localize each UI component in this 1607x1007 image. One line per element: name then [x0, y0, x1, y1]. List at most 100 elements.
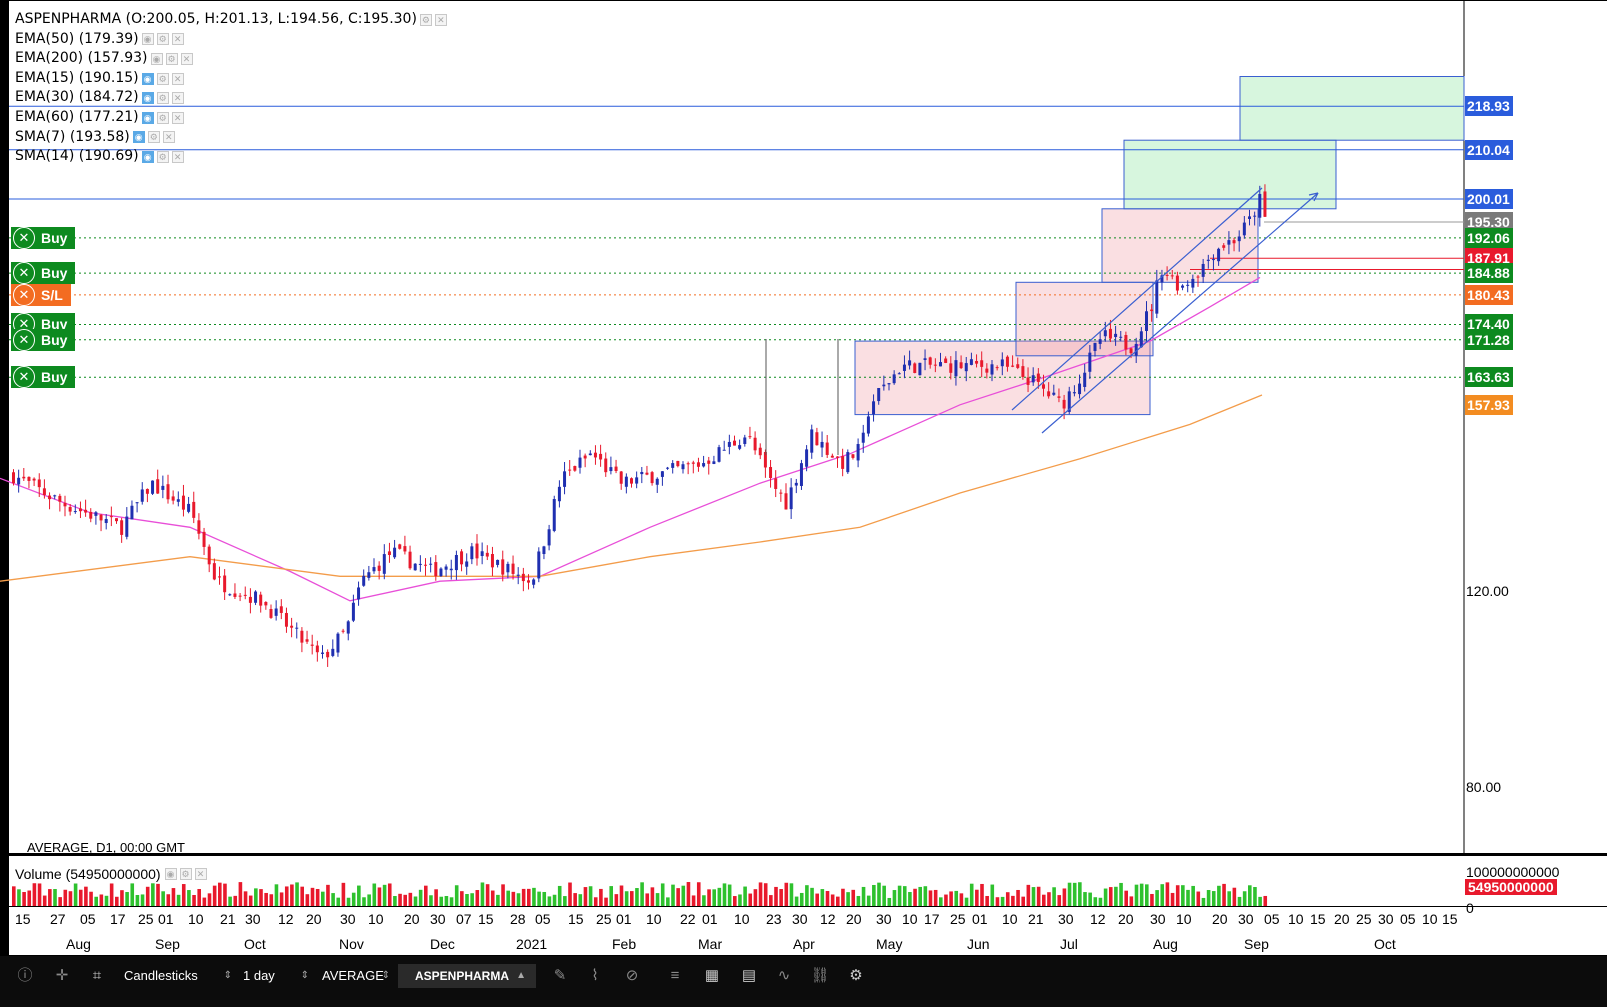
close-icon[interactable]: ✕: [171, 33, 184, 46]
volume-bar: [604, 897, 608, 906]
fibonacci-icon[interactable]: ≡: [670, 967, 680, 984]
close-icon[interactable]: ✕: [171, 72, 184, 85]
x-tick-label: 21: [1028, 911, 1044, 927]
info-icon[interactable]: ⓘ: [17, 967, 33, 984]
buy-order-button[interactable]: ✕ Buy: [11, 328, 76, 351]
volume-bar: [58, 897, 62, 906]
volume-bar: [63, 889, 68, 906]
settings-icon[interactable]: ⚙: [419, 13, 432, 26]
eye-icon[interactable]: ◉: [164, 868, 177, 880]
symbol-select[interactable]: ASPENPHARMA ▲: [398, 964, 536, 988]
candle-body: [511, 563, 515, 574]
timeframe-select[interactable]: 1 day ⇕: [243, 964, 311, 988]
candle-body: [856, 444, 860, 461]
templates-icon[interactable]: ▤: [741, 967, 757, 984]
zone-box: [1123, 139, 1337, 210]
candle-body: [995, 367, 999, 369]
volume-bar: [53, 889, 57, 906]
volume-bar: [264, 892, 268, 906]
volume-bar: [897, 885, 902, 906]
settings-icon[interactable]: ⚙: [179, 868, 192, 880]
link-icon[interactable]: ⛓: [810, 967, 830, 984]
close-icon[interactable]: ✕: [171, 111, 184, 124]
candle-body: [449, 568, 453, 571]
eye-icon[interactable]: ◉: [150, 52, 163, 65]
moving-averages: [0, 276, 1263, 602]
eye-icon[interactable]: ◉: [141, 150, 154, 163]
close-icon[interactable]: ✕: [162, 131, 175, 144]
candle-body: [140, 489, 144, 502]
price-label: 195.30: [1465, 212, 1513, 233]
volume-bar: [207, 893, 212, 906]
stop-loss-order-button[interactable]: ✕ S/L: [11, 283, 71, 306]
eye-icon[interactable]: ◉: [141, 111, 154, 124]
volume-bar: [722, 883, 727, 906]
account-label: AVERAGE: [322, 968, 384, 983]
volume-bar: [666, 897, 670, 906]
volume-bar: [516, 893, 521, 906]
settings-icon[interactable]: ⚙: [156, 92, 169, 105]
eye-icon[interactable]: ◉: [132, 131, 145, 144]
close-icon[interactable]: ✕: [194, 868, 207, 880]
close-icon[interactable]: ✕: [434, 13, 447, 26]
crop-icon[interactable]: ⌗: [92, 967, 102, 984]
close-icon[interactable]: ✕: [171, 150, 184, 163]
brush-icon[interactable]: ⌇: [591, 967, 599, 984]
candle-body: [908, 360, 912, 366]
buy-order-button[interactable]: ✕ Buy: [11, 262, 76, 285]
buy-order-button[interactable]: ✕ Buy: [11, 366, 76, 389]
candle-body: [465, 561, 469, 567]
settings-icon[interactable]: ⚙: [156, 150, 169, 163]
crosshair-icon[interactable]: ✛: [55, 967, 69, 984]
account-select[interactable]: AVERAGE ⇕: [322, 964, 392, 988]
volume-bar: [717, 887, 722, 906]
candle-body: [37, 479, 41, 488]
close-icon[interactable]: ✕: [13, 262, 35, 285]
settings-icon[interactable]: ⚙: [165, 52, 178, 65]
x-tick-label: 30: [792, 911, 808, 927]
settings-icon[interactable]: ⚙: [147, 131, 160, 144]
grid-icon[interactable]: ▦: [704, 967, 720, 984]
gear-icon[interactable]: ⚙: [849, 967, 863, 984]
candle-body: [949, 363, 953, 373]
x-tick-label: 15: [478, 911, 494, 927]
candle-body: [357, 587, 361, 600]
candle-body: [161, 485, 165, 490]
volume-current-label: 54950000000: [1465, 879, 1557, 895]
eye-icon[interactable]: ◉: [141, 72, 154, 85]
indicator-icon[interactable]: ∿: [777, 967, 791, 984]
close-icon[interactable]: ✕: [171, 92, 184, 105]
eye-icon[interactable]: ◉: [141, 92, 154, 105]
chart-type-select[interactable]: Candlesticks ⇕: [124, 964, 234, 988]
buy-order-button[interactable]: ✕ Buy: [11, 226, 76, 249]
candle-body: [398, 544, 402, 549]
candle-body: [166, 484, 170, 500]
candle-body: [547, 529, 551, 546]
volume-bar: [279, 892, 284, 906]
candle-body: [599, 453, 603, 460]
settings-icon[interactable]: ⚙: [156, 33, 169, 46]
volume-bar: [954, 890, 959, 906]
candle-body: [717, 447, 721, 462]
close-icon[interactable]: ✕: [13, 328, 35, 351]
candle-body: [866, 416, 870, 434]
settings-icon[interactable]: ⚙: [156, 111, 169, 124]
pencil-icon[interactable]: ✎: [553, 967, 567, 984]
candle-body: [32, 478, 36, 481]
close-icon[interactable]: ✕: [13, 366, 35, 389]
volume-label: Volume (54950000000): [15, 866, 161, 882]
volume-bar: [408, 892, 413, 906]
candle-body: [1248, 216, 1251, 220]
hide-icon[interactable]: ⊘: [625, 967, 639, 984]
close-icon[interactable]: ✕: [180, 52, 193, 65]
close-icon[interactable]: ✕: [13, 283, 35, 306]
eye-icon[interactable]: ◉: [141, 33, 154, 46]
close-icon[interactable]: ✕: [13, 226, 35, 249]
volume-bar: [1232, 887, 1237, 906]
volume-bar: [599, 888, 603, 906]
price-label: 218.93: [1465, 96, 1513, 117]
candle-body: [1052, 392, 1056, 395]
settings-icon[interactable]: ⚙: [156, 72, 169, 85]
candle-body: [212, 563, 216, 580]
